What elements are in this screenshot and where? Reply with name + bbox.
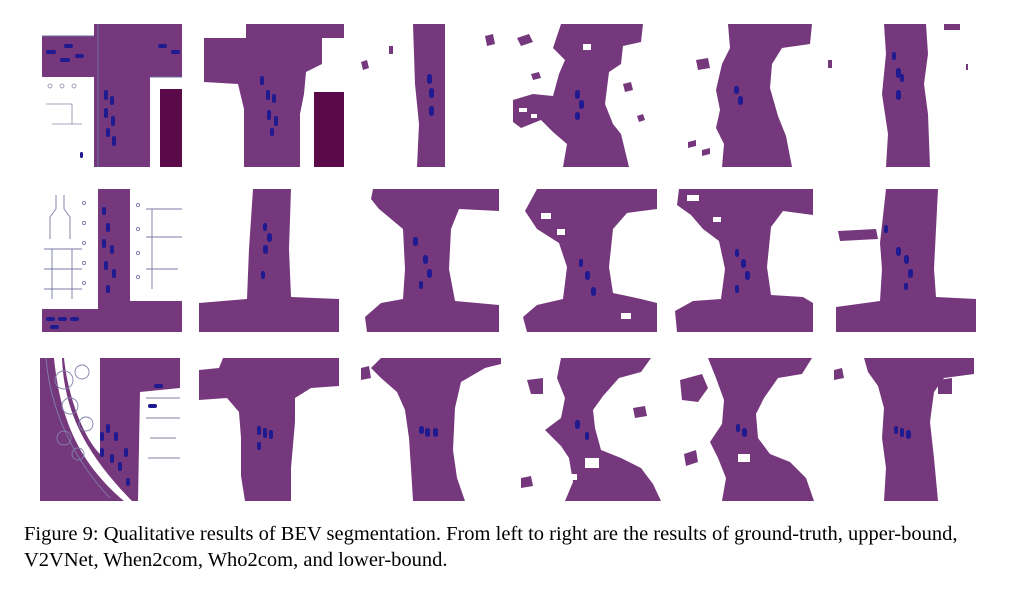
- panel-ground-truth-row-2: [42, 189, 182, 332]
- panel-ground-truth-row-1: [42, 24, 182, 167]
- panel-v2vnet-row-1: [361, 24, 501, 167]
- panel-when2com-row-1: [513, 24, 653, 167]
- panel-who2com-row-1: [674, 24, 814, 167]
- panel-v2vnet-row-2: [359, 189, 499, 332]
- panel-lower-bound-row-2: [836, 189, 976, 332]
- panel-upper-bound-row-3: [199, 358, 339, 501]
- panel-upper-bound-row-2: [199, 189, 339, 332]
- panel-upper-bound-row-1: [204, 24, 344, 167]
- figure-caption: Figure 9: Qualitative results of BEV seg…: [24, 523, 958, 571]
- panel-lower-bound-row-3: [834, 358, 974, 501]
- panel-v2vnet-row-3: [361, 358, 501, 501]
- panel-who2com-row-2: [673, 189, 813, 332]
- panel-lower-bound-row-1: [828, 24, 968, 167]
- panel-when2com-row-2: [517, 189, 657, 332]
- panel-who2com-row-3: [678, 358, 818, 501]
- panel-when2com-row-3: [521, 358, 661, 501]
- panel-ground-truth-row-3: [40, 358, 180, 501]
